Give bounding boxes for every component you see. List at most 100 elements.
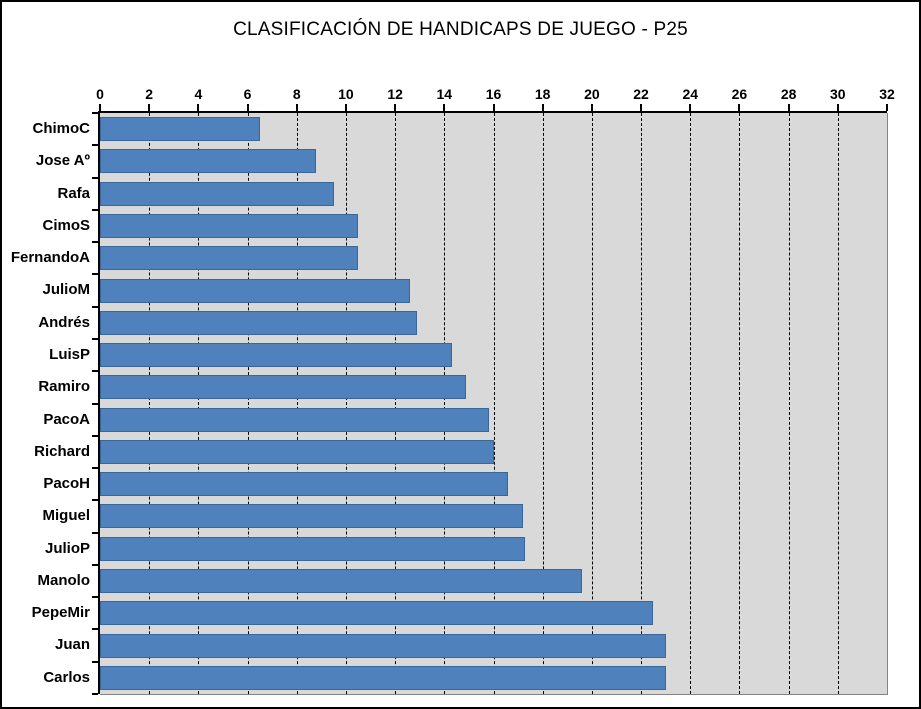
- x-axis-tick-label: 10: [338, 86, 354, 102]
- y-axis-label: PacoH: [43, 475, 90, 493]
- y-axis-label: Jose Aº: [35, 152, 90, 170]
- y-axis-tick: [92, 499, 98, 502]
- y-axis-label: JulioP: [44, 539, 90, 557]
- x-axis-tick: [492, 104, 495, 111]
- y-axis-label: JulioM: [42, 281, 91, 299]
- x-axis-tick: [640, 104, 643, 111]
- x-axis-tick: [541, 104, 544, 111]
- bar: [100, 633, 666, 658]
- x-axis-tick: [886, 104, 888, 111]
- y-axis-label: Ramiro: [38, 378, 90, 396]
- y-axis-tick: [92, 596, 98, 599]
- y-axis-tick: [92, 563, 98, 566]
- x-axis-tick: [344, 104, 347, 111]
- x-axis-tick-label: 8: [292, 86, 301, 102]
- bar: [100, 117, 260, 142]
- gridline: [739, 113, 741, 694]
- gridline: [345, 113, 347, 694]
- bar: [100, 310, 418, 335]
- x-axis-tick-label: 20: [584, 86, 600, 102]
- y-axis-tick: [92, 176, 98, 179]
- y-axis-tick: [92, 305, 98, 308]
- bar: [100, 343, 452, 368]
- chart-title: CLASIFICACIÓN DE HANDICAPS DE JUEGO - P2…: [233, 19, 688, 40]
- gridline: [591, 113, 593, 694]
- y-axis-tick: [92, 273, 98, 276]
- bar: [100, 246, 359, 271]
- x-axis-tick-label: 30: [830, 86, 846, 102]
- x-axis-tick-label: 0: [96, 86, 104, 102]
- bar: [100, 601, 654, 626]
- x-axis-tick-label: 26: [731, 86, 748, 102]
- bar: [100, 181, 334, 206]
- x-axis-tick: [689, 104, 692, 111]
- y-axis-label: Rafa: [57, 184, 90, 202]
- gridline: [788, 113, 790, 694]
- y-axis-label: FernandoA: [10, 249, 90, 267]
- y-axis-tick: [92, 370, 98, 373]
- y-axis-tick: [92, 660, 98, 663]
- bar: [100, 213, 359, 238]
- y-axis-label: PacoA: [43, 410, 90, 428]
- y-axis-tick: [92, 628, 98, 631]
- x-axis-tick: [295, 104, 298, 111]
- y-axis-tick: [92, 434, 98, 437]
- y-axis-tick: [92, 241, 98, 244]
- y-axis-label: Richard: [34, 442, 90, 460]
- y-axis-tick: [92, 693, 98, 695]
- x-axis-tick: [99, 104, 101, 111]
- bar: [100, 375, 467, 400]
- y-axis-tick: [92, 531, 98, 534]
- x-axis-tick: [148, 104, 151, 111]
- x-axis-tick-label: 22: [633, 86, 649, 102]
- y-axis-tick: [92, 208, 98, 211]
- y-axis-label: CimoS: [42, 216, 90, 234]
- bar: [100, 407, 489, 432]
- y-axis-tick: [92, 144, 98, 147]
- x-axis-tick-label: 6: [243, 86, 252, 102]
- y-axis-label: Carlos: [43, 668, 90, 686]
- gridline: [542, 113, 544, 694]
- x-axis-tick-label: 12: [387, 86, 403, 102]
- y-axis-label: Manolo: [37, 571, 91, 589]
- x-axis-tick-label: 16: [485, 86, 502, 102]
- x-axis-tick: [246, 104, 249, 111]
- y-axis-tick: [92, 467, 98, 470]
- bar: [100, 439, 494, 464]
- y-axis-label: PepeMir: [31, 604, 90, 622]
- x-axis-tick: [197, 104, 200, 111]
- x-axis: [98, 111, 887, 113]
- x-axis-tick-label: 4: [194, 86, 203, 102]
- gridline: [444, 113, 446, 694]
- bar: [100, 665, 666, 690]
- bar: [100, 472, 509, 497]
- gridline: [837, 113, 839, 694]
- gridline: [247, 113, 249, 694]
- gridline: [493, 113, 495, 694]
- y-axis-tick: [92, 112, 98, 114]
- gridline: [198, 113, 200, 694]
- x-axis-tick: [590, 104, 593, 111]
- x-axis-tick: [836, 104, 839, 111]
- bar: [100, 504, 523, 529]
- gridline: [690, 113, 692, 694]
- x-axis-tick-label: 32: [879, 86, 895, 102]
- y-axis-label: Andrés: [38, 313, 90, 331]
- y-axis-tick: [92, 402, 98, 405]
- y-axis-tick: [92, 337, 98, 340]
- y-axis-label: Juan: [54, 636, 90, 654]
- x-axis-tick-label: 2: [145, 86, 154, 102]
- x-axis-tick-label: 18: [534, 86, 551, 102]
- gridline: [296, 113, 298, 694]
- x-axis-tick: [787, 104, 790, 111]
- gridline: [395, 113, 397, 694]
- bar: [100, 569, 583, 594]
- y-axis-label: Miguel: [42, 507, 91, 525]
- gridline: [149, 113, 151, 694]
- x-axis-tick-label: 24: [682, 86, 699, 102]
- x-axis-tick: [738, 104, 741, 111]
- gridline: [641, 113, 643, 694]
- bar: [100, 536, 526, 561]
